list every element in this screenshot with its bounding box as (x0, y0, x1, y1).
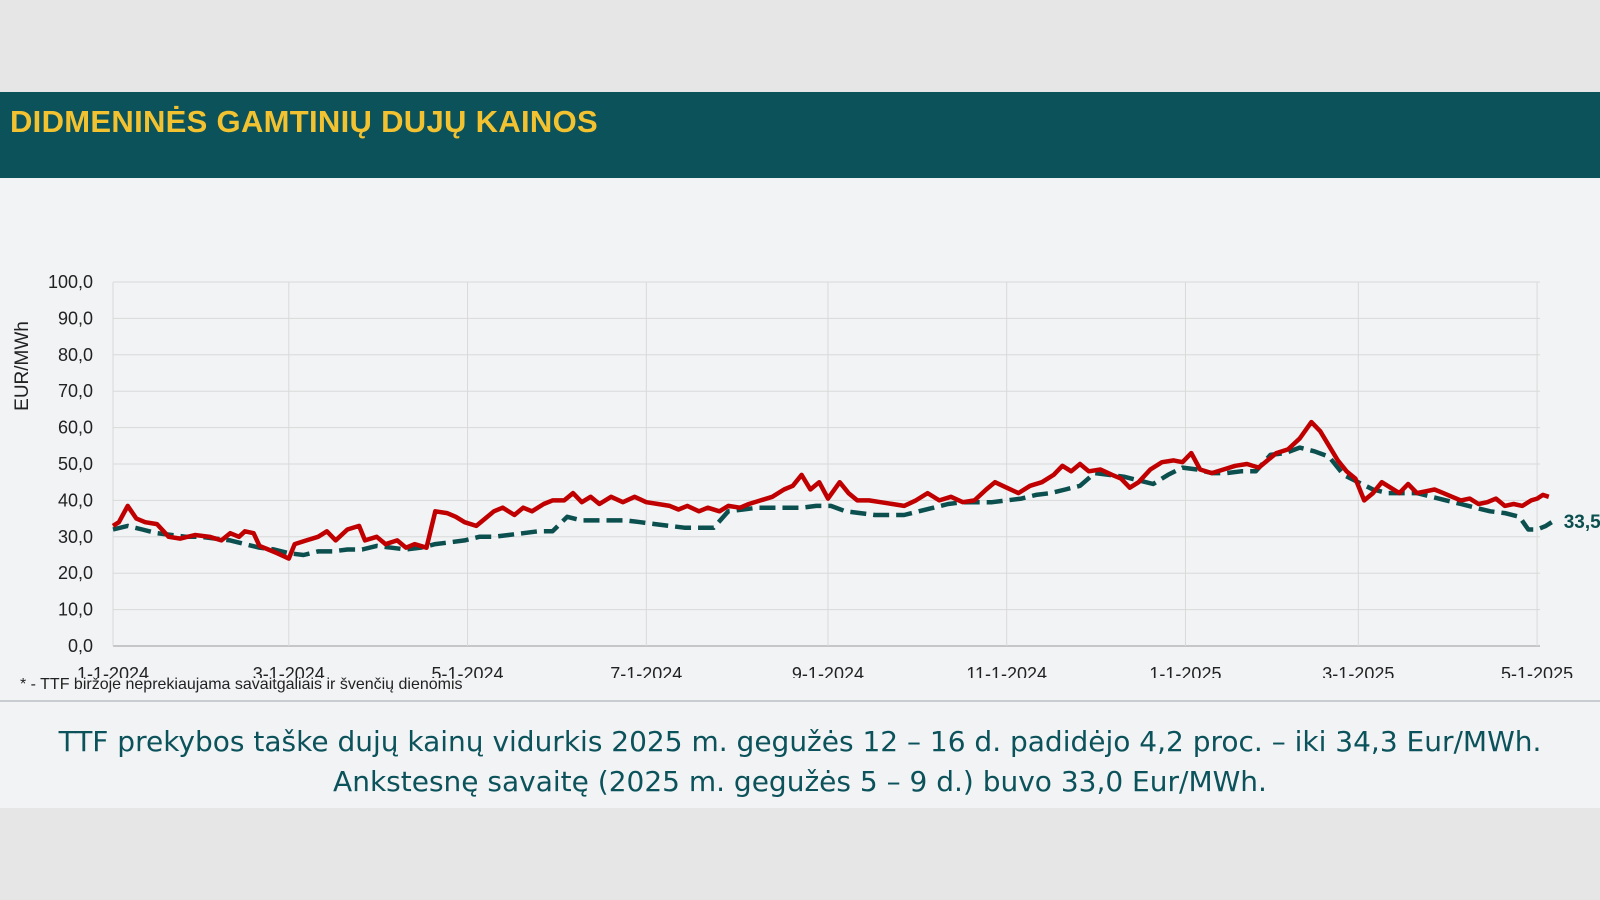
price-line-chart: EUR/MWh 0,0 10,0 20,0 30,0 40,0 50,0 60,0 70,0 8… (12, 272, 1600, 678)
y-tick-label: 10,0 (58, 600, 93, 620)
x-tick-label: 7-1-2024 (610, 664, 682, 678)
footnote: * - TTF biržoje neprekiaujama savaitgali… (20, 676, 463, 693)
x-tick-label: 5-1-2025 (1501, 664, 1573, 678)
ttf-end-value-label: 33,5 (1564, 512, 1600, 533)
x-tick-label: 3-1-2025 (1322, 664, 1394, 678)
y-axis-label: EUR/MWh (12, 321, 33, 411)
y-tick-label: 40,0 (58, 490, 93, 510)
slide: DIDMENINĖS GAMTINIŲ DUJŲ KAINOS EUR/MWh … (0, 92, 1600, 808)
x-tick-label: 11-1-2024 (966, 664, 1047, 678)
summary-line-1: TTF prekybos taške dujų kainų vidurkis 2… (58, 725, 1542, 758)
series-lines (111, 419, 1553, 561)
summary-text: TTF prekybos taške dujų kainų vidurkis 2… (0, 722, 1600, 802)
header-bar: DIDMENINĖS GAMTINIŲ DUJŲ KAINOS (0, 92, 1600, 178)
y-tick-label: 80,0 (58, 345, 93, 365)
x-tick-label: 1-1-2025 (1149, 664, 1221, 678)
y-tick-label: 100,0 (48, 272, 93, 292)
page-title: DIDMENINĖS GAMTINIŲ DUJŲ KAINOS (10, 104, 598, 139)
y-tick-label: 30,0 (58, 527, 93, 547)
y-tick-label: 20,0 (58, 563, 93, 583)
y-axis-ticks: 0,0 10,0 20,0 30,0 40,0 50,0 60,0 70,0 80,0 90,0 1… (48, 272, 93, 656)
y-tick-label: 60,0 (58, 418, 93, 438)
x-axis-ticks: 1-1-2024 3-1-2024 5-1-2024 7-1-2024 9-1-2024… (77, 664, 1573, 678)
x-tick-label: 5-1-2024 (432, 664, 504, 678)
ttf-series-line (112, 445, 1553, 558)
summary-line-2: Ankstesnę savaitę (2025 m. gegužės 5 – 9… (333, 765, 1267, 798)
bgsi-series-line (111, 419, 1550, 561)
y-tick-label: 50,0 (58, 454, 93, 474)
divider (0, 700, 1600, 702)
y-tick-label: 90,0 (58, 308, 93, 328)
x-tick-label: 3-1-2024 (253, 664, 325, 678)
x-tick-label: 1-1-2024 (77, 664, 149, 678)
chart-grid (112, 281, 1540, 647)
y-tick-label: 0,0 (68, 636, 93, 656)
x-tick-label: 9-1-2024 (792, 664, 864, 678)
y-tick-label: 70,0 (58, 381, 93, 401)
